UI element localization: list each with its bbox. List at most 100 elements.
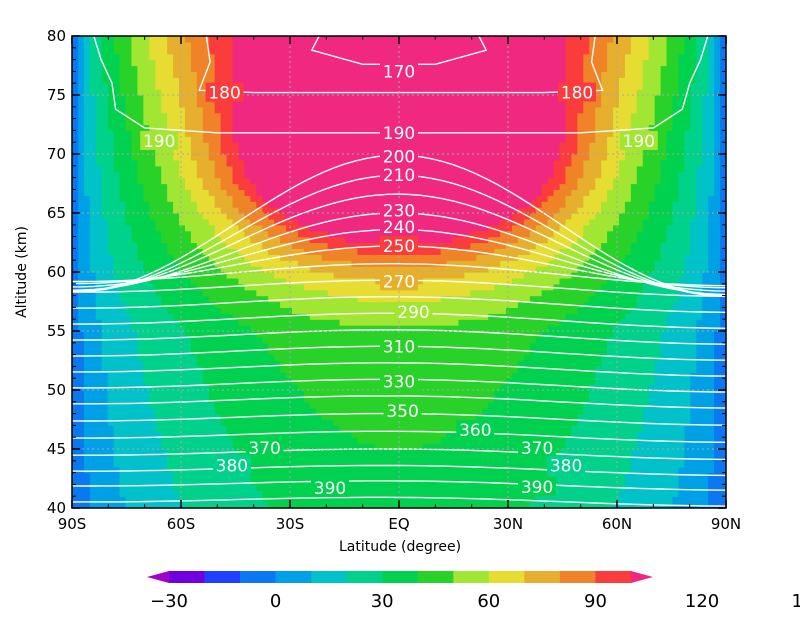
colorbar-segment	[311, 571, 348, 583]
contour-label-group: 310	[380, 336, 418, 357]
contour-label-group: 360	[456, 420, 495, 441]
contour-label-bg	[380, 200, 418, 220]
contour-label-group: 180	[205, 82, 244, 104]
contour-label-bg	[518, 476, 557, 496]
contour-label: 230	[383, 202, 415, 222]
contour-label-group: 390	[518, 476, 557, 498]
contour-label: 250	[383, 237, 415, 257]
colorbar-segment	[631, 571, 653, 583]
contour-label-group: 190	[140, 131, 179, 152]
contour-label-bg	[558, 82, 596, 102]
y-tick-label: 45	[47, 440, 66, 458]
colorbar-segment	[204, 571, 241, 583]
y-tick-label: 40	[47, 499, 66, 517]
contour-label-group: 190	[619, 131, 658, 152]
y-tick-label: 65	[47, 204, 66, 222]
contour-label-group: 390	[311, 477, 349, 499]
x-axis-title: Latitude (degree)	[339, 539, 461, 555]
colorbar-tick-label: 0	[270, 591, 281, 612]
colorbar-segment	[595, 571, 632, 583]
contour-label-bg	[140, 131, 179, 150]
y-axis-title: Altitude (km)	[14, 226, 30, 318]
contour-label-group: 370	[245, 437, 284, 459]
contour-label-bg	[380, 61, 418, 81]
contour-label: 180	[561, 84, 593, 104]
contour-label-group: 270	[380, 271, 418, 292]
contour-label-bg	[380, 271, 418, 291]
contour-label-group: 210	[380, 165, 418, 186]
x-tick-label: 30S	[276, 515, 305, 533]
y-tick-label: 60	[47, 263, 66, 281]
y-tick-label: 80	[47, 27, 66, 45]
contour-label: 390	[521, 478, 553, 498]
contour-label-bg	[311, 477, 349, 497]
colorbar-segment	[453, 571, 490, 583]
colorbar-segment	[169, 571, 206, 583]
contour-label-bg	[383, 401, 422, 421]
y-tick-label: 75	[47, 86, 66, 104]
y-axis: 40 45 50 55 60 65 70 75 80	[47, 27, 726, 517]
colorbar-segment	[488, 571, 525, 583]
colorbar-segment	[417, 571, 454, 583]
contour-label-group: 380	[547, 455, 586, 477]
contour-label: 190	[623, 132, 655, 152]
colorbar-segment	[524, 571, 561, 583]
x-tick-label: 30N	[493, 515, 523, 533]
colorbar: −30 0 30 60 90 120 150	[147, 571, 800, 612]
contour-label-bg	[245, 437, 284, 457]
contour-label: 190	[383, 124, 415, 144]
contour-label: 240	[383, 218, 415, 238]
colorbar-tick-label: −30	[150, 591, 188, 612]
colorbar-tick-label: 30	[371, 591, 394, 612]
contour-label-bg	[212, 455, 251, 475]
colorbar-segment	[275, 571, 312, 583]
contour-label-bg	[380, 165, 418, 185]
contour-label-group: 240	[380, 217, 418, 238]
contour-label: 190	[143, 132, 175, 152]
contour-label: 350	[386, 402, 418, 422]
contour-label-group: 350	[383, 401, 422, 422]
contour-label-group: 330	[380, 371, 418, 393]
contour-label-group: 190	[380, 122, 418, 144]
colorbar-tick-label: 90	[584, 591, 607, 612]
contour-label: 170	[383, 62, 415, 82]
x-tick-label: 60S	[167, 515, 196, 533]
contour-label-bg	[380, 371, 418, 391]
y-tick-label: 55	[47, 322, 66, 340]
contour-label-bg	[205, 82, 244, 102]
colorbar-segment	[147, 571, 169, 583]
contour-label-group: 380	[212, 455, 251, 477]
contour-label-bg	[619, 131, 658, 150]
contour-label: 380	[550, 457, 582, 477]
y-tick-label: 50	[47, 381, 66, 399]
contour-label-group: 200	[380, 146, 418, 167]
contour-label: 390	[314, 479, 346, 499]
contour-label-bg	[380, 236, 418, 255]
contour-label: 290	[397, 303, 429, 323]
contour-label: 370	[248, 439, 280, 459]
colorbar-segment	[382, 571, 419, 583]
contour-label-bg	[380, 336, 418, 356]
contour-label: 270	[383, 272, 415, 292]
contour-label: 180	[208, 84, 240, 104]
contour-label: 310	[383, 337, 415, 357]
x-tick-label: 90N	[711, 515, 741, 533]
contour-label-group: 230	[380, 200, 418, 222]
colorbar-tick-label: 60	[477, 591, 500, 612]
contour-label-group: 250	[380, 236, 418, 257]
colorbar-tick-label: 150	[792, 591, 800, 612]
contour-label-group: 290	[394, 302, 433, 323]
contour-label-bg	[547, 455, 586, 475]
x-tick-label: 60N	[602, 515, 632, 533]
x-tick-label: EQ	[388, 515, 409, 533]
contour-label-bg	[456, 420, 495, 440]
contour-label: 380	[216, 457, 248, 477]
contour-label: 200	[383, 147, 415, 167]
contour-label: 360	[459, 421, 491, 441]
colorbar-segment	[240, 571, 277, 583]
contour-label-group: 370	[518, 437, 557, 459]
contour-label-bg	[394, 302, 433, 322]
colorbar-segment	[559, 571, 596, 583]
